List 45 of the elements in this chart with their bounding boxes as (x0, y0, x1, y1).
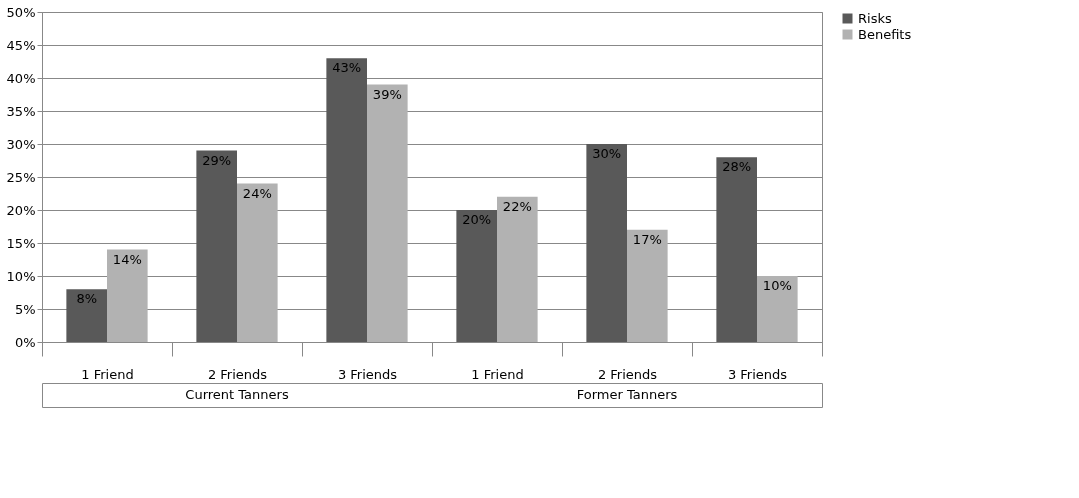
bar (716, 157, 757, 342)
y-tick-label: 15% (6, 235, 36, 251)
bar (237, 183, 278, 342)
y-tick-label: 20% (6, 202, 36, 218)
data-label: 29% (202, 152, 232, 168)
x-tick-label: 3 Friends (337, 366, 398, 382)
bar (107, 249, 148, 342)
bar (757, 276, 798, 342)
legend-label: Benefits (858, 26, 912, 42)
bar (367, 84, 408, 342)
data-label: 10% (762, 278, 792, 293)
data-label: 20% (462, 212, 492, 227)
bar (196, 150, 237, 342)
text: Current Tanners (185, 387, 289, 402)
data-label: 17% (632, 231, 662, 247)
y-tick-label: 0% (14, 334, 36, 350)
data-label: 24% (242, 185, 272, 201)
bar (627, 229, 668, 342)
data-label: 30% (592, 146, 622, 161)
data-label: 22% (502, 198, 532, 214)
x-tick-label: 1 Friend (471, 366, 524, 382)
data-label: 28% (722, 159, 752, 175)
x-tick-label: 2 Friends (597, 366, 658, 382)
bar (66, 289, 107, 342)
y-tick-label: 50% (6, 4, 36, 20)
bar (456, 210, 497, 342)
data-label: 8% (76, 291, 97, 307)
x-tick-label: 2 Friends (207, 366, 268, 382)
y-tick-label: 30% (6, 136, 36, 152)
bar (497, 196, 538, 342)
data-label: 14% (112, 251, 142, 267)
x-tick-label: 1 Friend (81, 366, 134, 382)
y-tick-label: 25% (6, 169, 36, 185)
bar (326, 58, 367, 342)
text: Former Tanners (576, 387, 678, 402)
data-label: 43% (332, 60, 362, 76)
legend-label: Risks (858, 10, 892, 26)
y-tick-label: 40% (6, 70, 36, 86)
y-tick-label: 45% (6, 37, 36, 53)
bar (586, 144, 627, 342)
y-tick-label: 5% (14, 301, 36, 317)
x-tick-label: 3 Friends (727, 366, 788, 382)
data-label: 39% (372, 86, 402, 102)
y-tick-label: 10% (6, 268, 36, 284)
y-tick-label: 35% (6, 103, 36, 119)
